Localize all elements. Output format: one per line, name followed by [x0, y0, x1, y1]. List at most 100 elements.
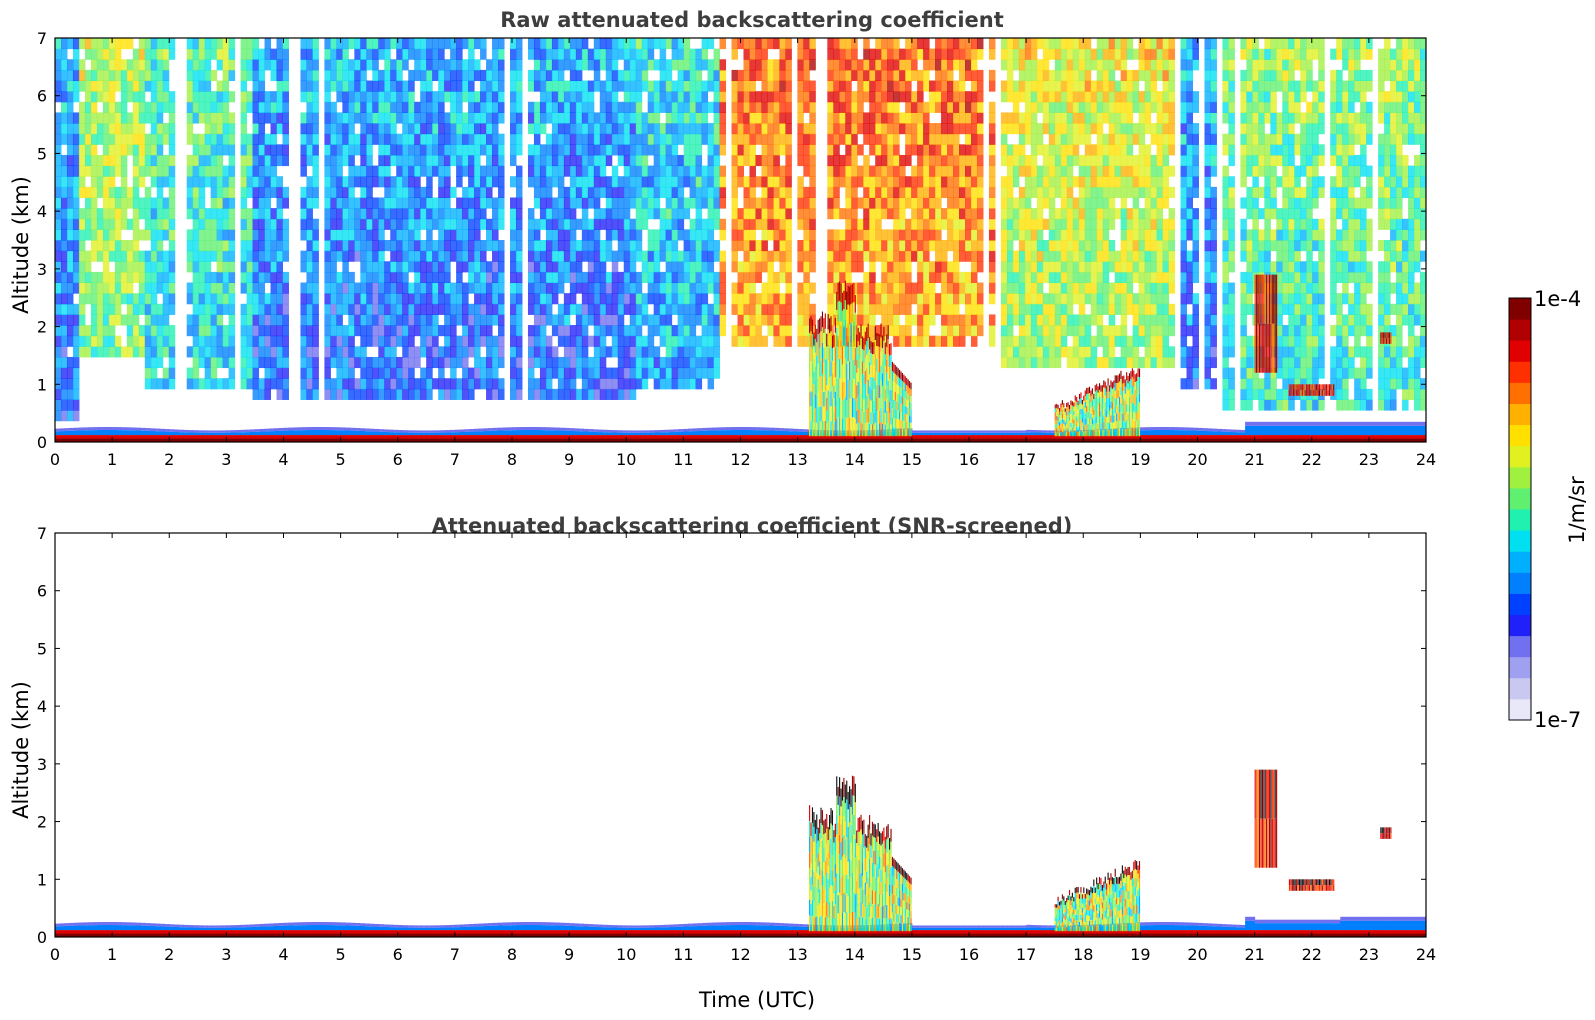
noise-cell	[60, 229, 68, 241]
noise-cell	[545, 176, 553, 188]
noise-cell	[60, 240, 68, 252]
noise-cell	[186, 59, 194, 71]
noise-cell	[863, 165, 870, 177]
noise-cell	[527, 80, 535, 92]
noise-cell	[557, 165, 565, 177]
noise-cell	[617, 218, 625, 230]
noise-cell	[240, 59, 248, 71]
noise-cell	[743, 271, 750, 284]
noise-cell	[204, 314, 212, 326]
noise-cell	[1030, 356, 1038, 369]
noise-cell	[947, 123, 954, 135]
noise-cell	[689, 69, 697, 82]
noise-cell	[120, 144, 128, 156]
noise-cell	[1060, 303, 1068, 315]
noise-cell	[988, 165, 996, 177]
noise-cell	[480, 325, 487, 337]
noise-cell	[545, 38, 553, 50]
noise-cell	[228, 208, 236, 220]
noise-cell	[533, 346, 541, 358]
noise-cell	[1090, 335, 1098, 347]
noise-cell	[480, 80, 487, 92]
noise-cell	[665, 346, 673, 358]
noise-cell	[1060, 197, 1068, 209]
noise-cell	[1108, 240, 1116, 252]
noise-cell	[204, 80, 212, 92]
noise-cell	[282, 133, 289, 145]
noise-cell	[72, 38, 80, 50]
noise-cell	[60, 314, 68, 326]
noise-cell	[809, 154, 816, 167]
noise-cell	[599, 123, 607, 135]
noise-cell	[474, 165, 481, 177]
noise-cell	[713, 346, 721, 358]
noise-cell	[150, 271, 158, 284]
noise-cell	[737, 154, 744, 167]
noise-cell	[875, 282, 882, 294]
noise-cell	[1126, 48, 1134, 60]
noise-cell	[480, 197, 487, 209]
noise-cell	[390, 356, 397, 369]
noise-cell	[713, 240, 721, 252]
noise-cell	[150, 59, 158, 71]
noise-cell	[988, 186, 996, 198]
noise-cell	[767, 69, 774, 82]
noise-cell	[498, 303, 505, 315]
noise-cell	[1150, 240, 1158, 252]
noise-cell	[408, 314, 415, 326]
noise-cell	[1156, 282, 1164, 294]
noise-cell	[797, 80, 804, 92]
noise-cell	[899, 261, 906, 273]
noise-cell	[378, 303, 385, 315]
noise-cell	[324, 154, 331, 167]
noise-cell	[653, 314, 661, 326]
noise-cell	[1048, 218, 1056, 230]
noise-cell	[545, 261, 553, 273]
noise-cell	[833, 112, 840, 124]
noise-cell	[102, 293, 110, 305]
noise-cell	[150, 303, 158, 315]
noise-cell	[156, 356, 164, 369]
noise-cell	[851, 133, 858, 145]
noise-cell	[336, 282, 343, 294]
noise-cell	[1066, 144, 1074, 156]
noise-cell	[785, 218, 792, 230]
noise-cell	[563, 229, 571, 241]
noise-cell	[899, 250, 906, 262]
noise-cell	[1150, 218, 1158, 230]
noise-cell	[96, 38, 104, 50]
noise-cell	[575, 144, 583, 156]
noise-cell	[186, 208, 194, 220]
noise-cell	[192, 325, 200, 337]
noise-cell	[911, 59, 918, 71]
noise-cell	[186, 176, 194, 188]
noise-cell	[737, 133, 744, 145]
noise-cell	[905, 218, 912, 230]
noise-cell	[605, 208, 613, 220]
noise-cell	[402, 48, 409, 60]
noise-cell	[498, 218, 505, 230]
noise-cell	[683, 165, 691, 177]
noise-cell	[498, 154, 505, 167]
noise-cell	[881, 38, 888, 50]
noise-cell	[366, 388, 373, 400]
noise-cell	[282, 154, 289, 167]
noise-cell	[384, 314, 391, 326]
noise-cell	[797, 69, 804, 82]
noise-cell	[498, 91, 505, 103]
noise-cell	[785, 133, 792, 145]
noise-cell	[1054, 229, 1062, 241]
noise-cell	[55, 282, 62, 294]
noise-cell	[1054, 101, 1062, 113]
noise-cell	[1096, 112, 1104, 124]
noise-cell	[1114, 250, 1122, 262]
noise-cell	[462, 38, 469, 50]
noise-cell	[324, 38, 331, 50]
noise-cell	[683, 133, 691, 145]
noise-cell	[893, 303, 900, 315]
noise-cell	[168, 293, 176, 305]
noise-cell	[228, 250, 236, 262]
noise-cell	[1072, 112, 1080, 124]
noise-cell	[515, 378, 523, 390]
noise-cell	[1006, 91, 1014, 103]
